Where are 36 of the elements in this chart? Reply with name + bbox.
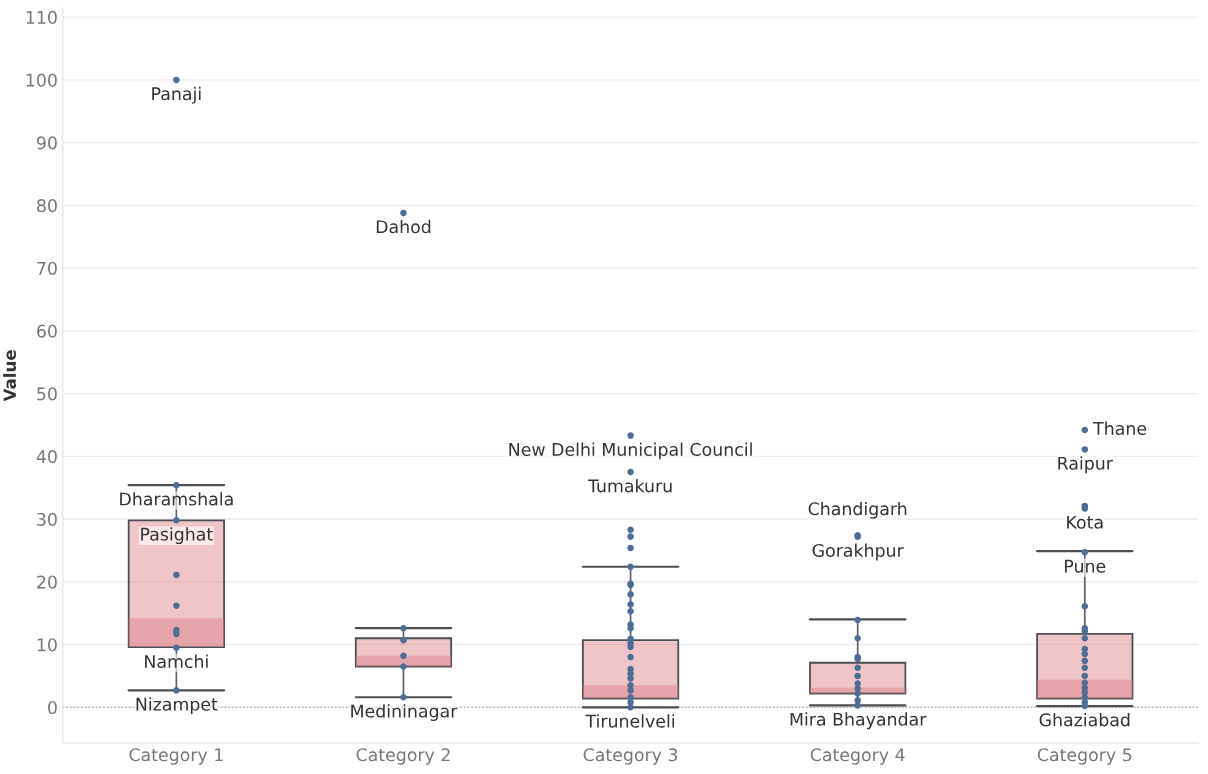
x-tick-label: Category 3 [583, 748, 678, 765]
annotation: Tumakuru [587, 478, 672, 493]
x-tick-label: Category 5 [1037, 748, 1132, 765]
annotation: New Delhi Municipal Council [509, 442, 752, 460]
annotation: Panaji [152, 86, 201, 104]
y-tick-label: 70 [37, 261, 57, 275]
annotation: Dharamshala [120, 492, 233, 506]
x-tick-label: Category 1 [129, 748, 223, 765]
annotation: Pasighat [141, 527, 213, 545]
annotation: Ghaziabad [1039, 712, 1130, 727]
annotation: Mira Bhayandar [790, 712, 927, 730]
y-tick-label: 60 [37, 324, 57, 338]
annotation: Namchi [145, 654, 208, 669]
annotation: Tirunelveli [585, 714, 675, 728]
annotation: Medininagar [351, 704, 458, 721]
y-tick-label: 0 [48, 700, 57, 715]
annotation: Kota [1067, 515, 1103, 529]
x-tick-label: Category 4 [810, 748, 905, 765]
annotation: Pune [1065, 559, 1106, 573]
annotation: Gorakhpur [812, 543, 904, 561]
y-tick-label: 20 [37, 575, 57, 589]
y-tick-label: 50 [37, 387, 57, 401]
annotation: Dahod [376, 219, 431, 234]
y-tick-label: 40 [36, 450, 57, 464]
annotation: Raipur [1058, 456, 1113, 474]
y-tick-label: 90 [36, 136, 57, 150]
y-tick-label: 80 [37, 199, 57, 213]
y-tick-label: 110 [26, 10, 57, 24]
x-tick-label: Category 2 [356, 748, 450, 765]
annotation: Thane [1093, 421, 1147, 436]
annotation: Chandigarh [808, 501, 907, 519]
y-axis-title: Value [3, 350, 17, 402]
annotation: Nizampet [136, 697, 218, 715]
y-tick-label: 10 [37, 638, 57, 652]
y-tick-label: 100 [26, 73, 57, 87]
y-tick-label: 30 [37, 512, 57, 526]
